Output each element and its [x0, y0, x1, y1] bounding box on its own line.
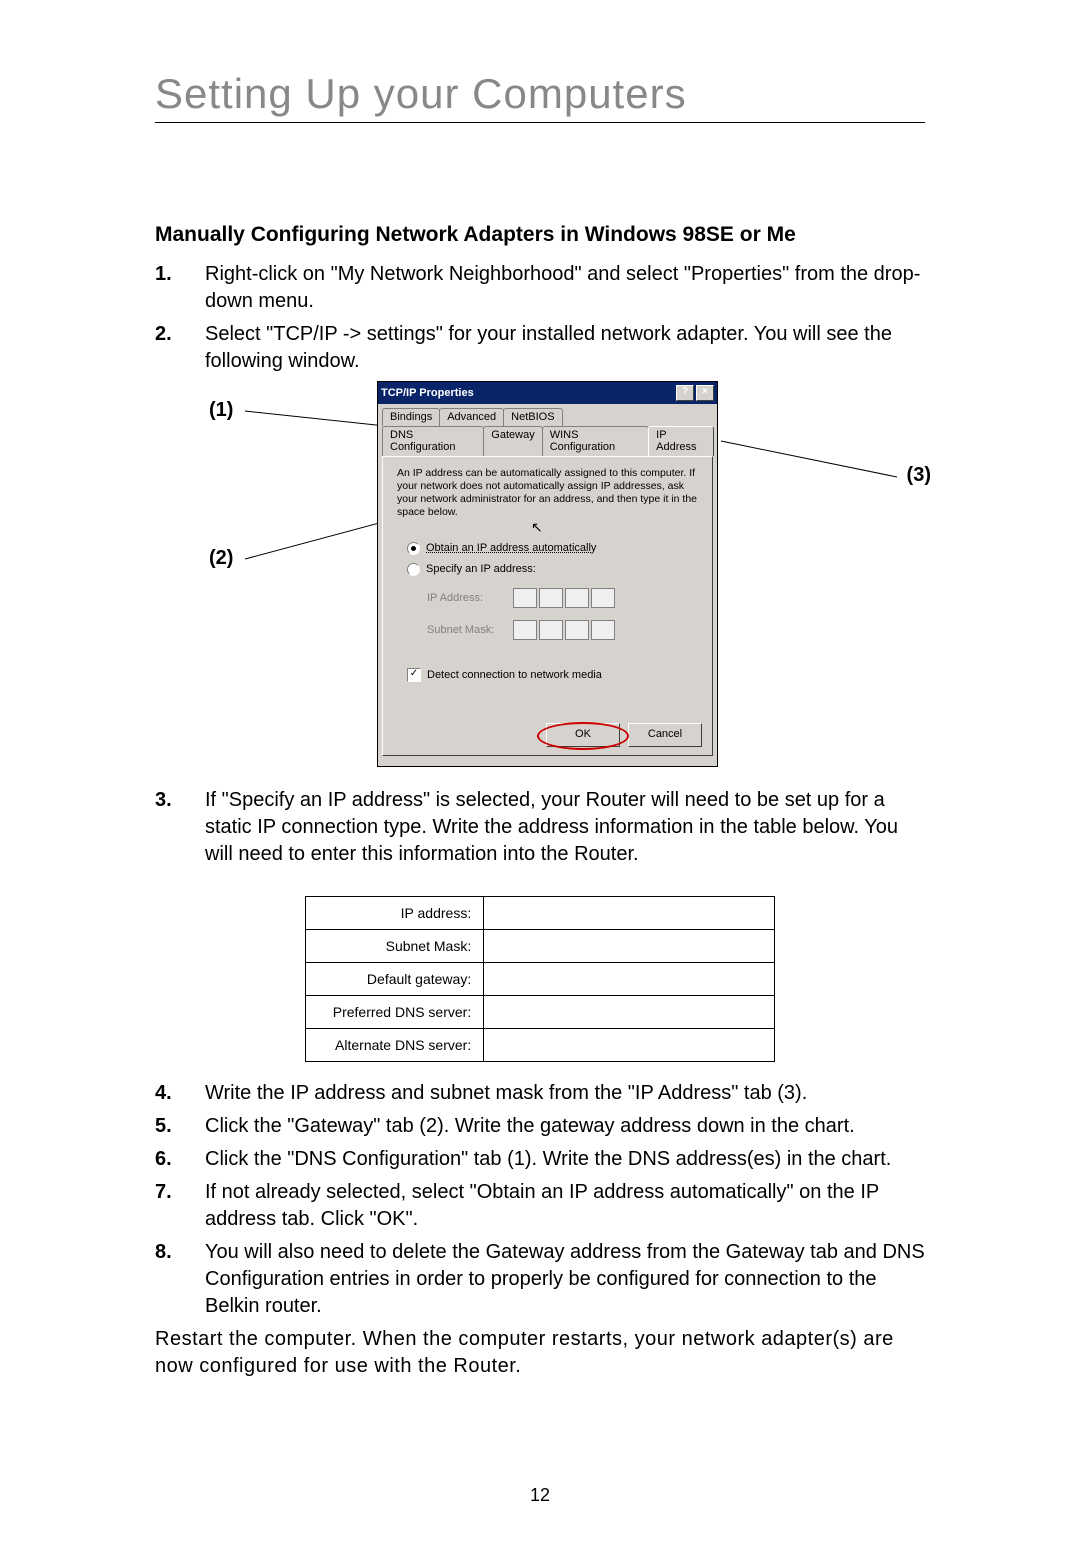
addr-label-gw: Default gateway: [306, 963, 484, 996]
addr-value-ip [484, 897, 775, 930]
tab-bindings[interactable]: Bindings [382, 408, 440, 426]
dialog-button-row: OK Cancel [546, 723, 702, 747]
radio-obtain-auto[interactable]: Obtain an IP address automatically [407, 542, 698, 555]
addr-label-ip: IP address: [306, 897, 484, 930]
subnet-mask-label: Subnet Mask: [427, 624, 501, 636]
tab-ip-address[interactable]: IP Address [648, 426, 714, 456]
steps-list-continued: If "Specify an IP address" is selected, … [155, 787, 925, 868]
ip-address-input[interactable] [513, 588, 615, 608]
addr-value-dns2 [484, 1029, 775, 1062]
tabs-row-1: Bindings Advanced NetBIOS [378, 404, 717, 426]
ip-address-label: IP Address: [427, 592, 501, 604]
dialog-diagram: (1) (2) (3) TCP/IP Properties ? × Bindin… [155, 381, 925, 777]
dialog-titlebar: TCP/IP Properties ? × [378, 382, 717, 404]
addr-label-mask: Subnet Mask: [306, 930, 484, 963]
detect-label: Detect connection to network media [427, 669, 602, 681]
callout-2: (2) [209, 547, 233, 570]
tabs-row-2: DNS Configuration Gateway WINS Configura… [378, 426, 717, 456]
step-item: Click the "DNS Configuration" tab (1). W… [155, 1146, 925, 1173]
close-titlebar-button[interactable]: × [696, 385, 714, 401]
callout-3: (3) [907, 464, 931, 487]
dialog-body: An IP address can be automatically assig… [382, 456, 713, 756]
subnet-mask-field: Subnet Mask: [427, 620, 698, 640]
tcpip-dialog: TCP/IP Properties ? × Bindings Advanced … [377, 381, 718, 767]
radio-dot-icon [407, 563, 420, 576]
ok-button[interactable]: OK [546, 723, 620, 747]
tab-netbios[interactable]: NetBIOS [503, 408, 562, 426]
radio-specify[interactable]: Specify an IP address: [407, 563, 698, 576]
radio-auto-label: Obtain an IP address automatically [426, 542, 596, 554]
callout-1: (1) [209, 399, 233, 422]
steps-list-final: Write the IP address and subnet mask fro… [155, 1080, 925, 1320]
cursor-icon: ↖ [531, 519, 543, 536]
checkbox-checked-icon: ✓ [407, 668, 421, 682]
ip-address-field: IP Address: [427, 588, 698, 608]
cancel-button[interactable]: Cancel [628, 723, 702, 747]
step-item: Select "TCP/IP -> settings" for your ins… [155, 321, 925, 375]
addr-value-mask [484, 930, 775, 963]
steps-list: Right-click on "My Network Neighborhood"… [155, 261, 925, 375]
addr-value-dns1 [484, 996, 775, 1029]
step-item: Right-click on "My Network Neighborhood"… [155, 261, 925, 315]
address-info-table: IP address: Subnet Mask: Default gateway… [305, 896, 775, 1062]
step-item: You will also need to delete the Gateway… [155, 1239, 925, 1320]
addr-value-gw [484, 963, 775, 996]
dialog-help-text: An IP address can be automatically assig… [397, 467, 698, 520]
dialog-title-text: TCP/IP Properties [381, 387, 474, 399]
radio-dot-checked-icon [407, 542, 420, 555]
tab-dns-configuration[interactable]: DNS Configuration [382, 426, 484, 456]
step-item: Write the IP address and subnet mask fro… [155, 1080, 925, 1107]
final-paragraph: Restart the computer. When the computer … [155, 1326, 925, 1380]
section-heading: Manually Configuring Network Adapters in… [155, 223, 925, 247]
step-item: If "Specify an IP address" is selected, … [155, 787, 925, 868]
help-titlebar-button[interactable]: ? [676, 385, 694, 401]
subnet-mask-input[interactable] [513, 620, 615, 640]
detect-connection-checkbox[interactable]: ✓ Detect connection to network media [407, 668, 698, 682]
tab-gateway[interactable]: Gateway [483, 426, 542, 456]
step-item: Click the "Gateway" tab (2). Write the g… [155, 1113, 925, 1140]
radio-spec-label: Specify an IP address: [426, 563, 536, 575]
step-item: If not already selected, select "Obtain … [155, 1179, 925, 1233]
addr-label-dns2: Alternate DNS server: [306, 1029, 484, 1062]
tab-wins-configuration[interactable]: WINS Configuration [542, 426, 649, 456]
page-number: 12 [0, 1485, 1080, 1506]
tab-advanced[interactable]: Advanced [439, 408, 504, 426]
addr-label-dns1: Preferred DNS server: [306, 996, 484, 1029]
page-title: Setting Up your Computers [155, 70, 925, 123]
